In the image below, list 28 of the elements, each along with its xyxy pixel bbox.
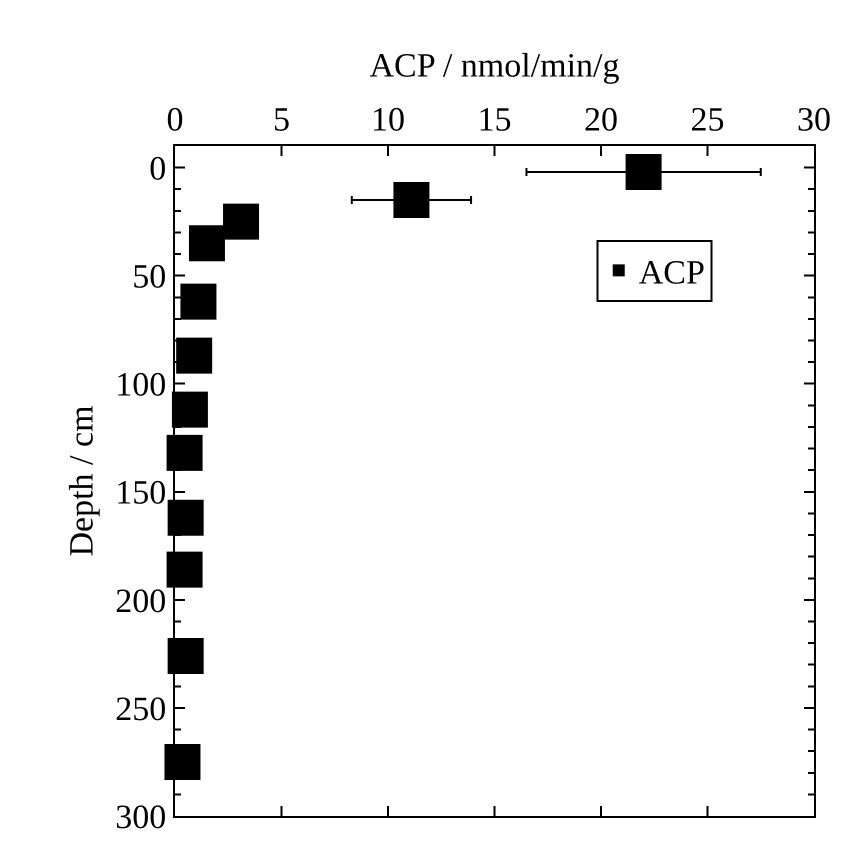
x-tick-label: 15 [478,101,512,138]
point [176,338,212,374]
x-tick-label: 25 [690,101,724,138]
x-tick-label: 30 [797,101,831,138]
y-axis-title: Depth / cm [63,405,100,557]
y-tick-label: 150 [115,474,166,512]
point [188,225,225,262]
point [626,154,662,190]
y-tick-label: 200 [115,582,166,620]
y-tick-label: 100 [115,366,166,404]
point [168,500,204,536]
point [393,182,430,218]
y-tick-label: 0 [149,150,166,188]
point [223,204,260,240]
point [166,552,203,588]
y-tick-label: 250 [115,690,166,728]
x-tick-label: 20 [584,101,618,138]
point [180,284,216,320]
legend-label: ACP [638,254,705,292]
y-tick-label: 300 [115,798,166,836]
point [164,744,200,780]
point [166,434,203,471]
y-tick-label: 50 [132,258,166,296]
x-tick-label: 10 [371,101,405,138]
x-tick-label: 5 [273,101,290,138]
point [168,638,204,674]
point [172,392,208,428]
x-axis-title: ACP / nmol/min/g [369,48,620,84]
